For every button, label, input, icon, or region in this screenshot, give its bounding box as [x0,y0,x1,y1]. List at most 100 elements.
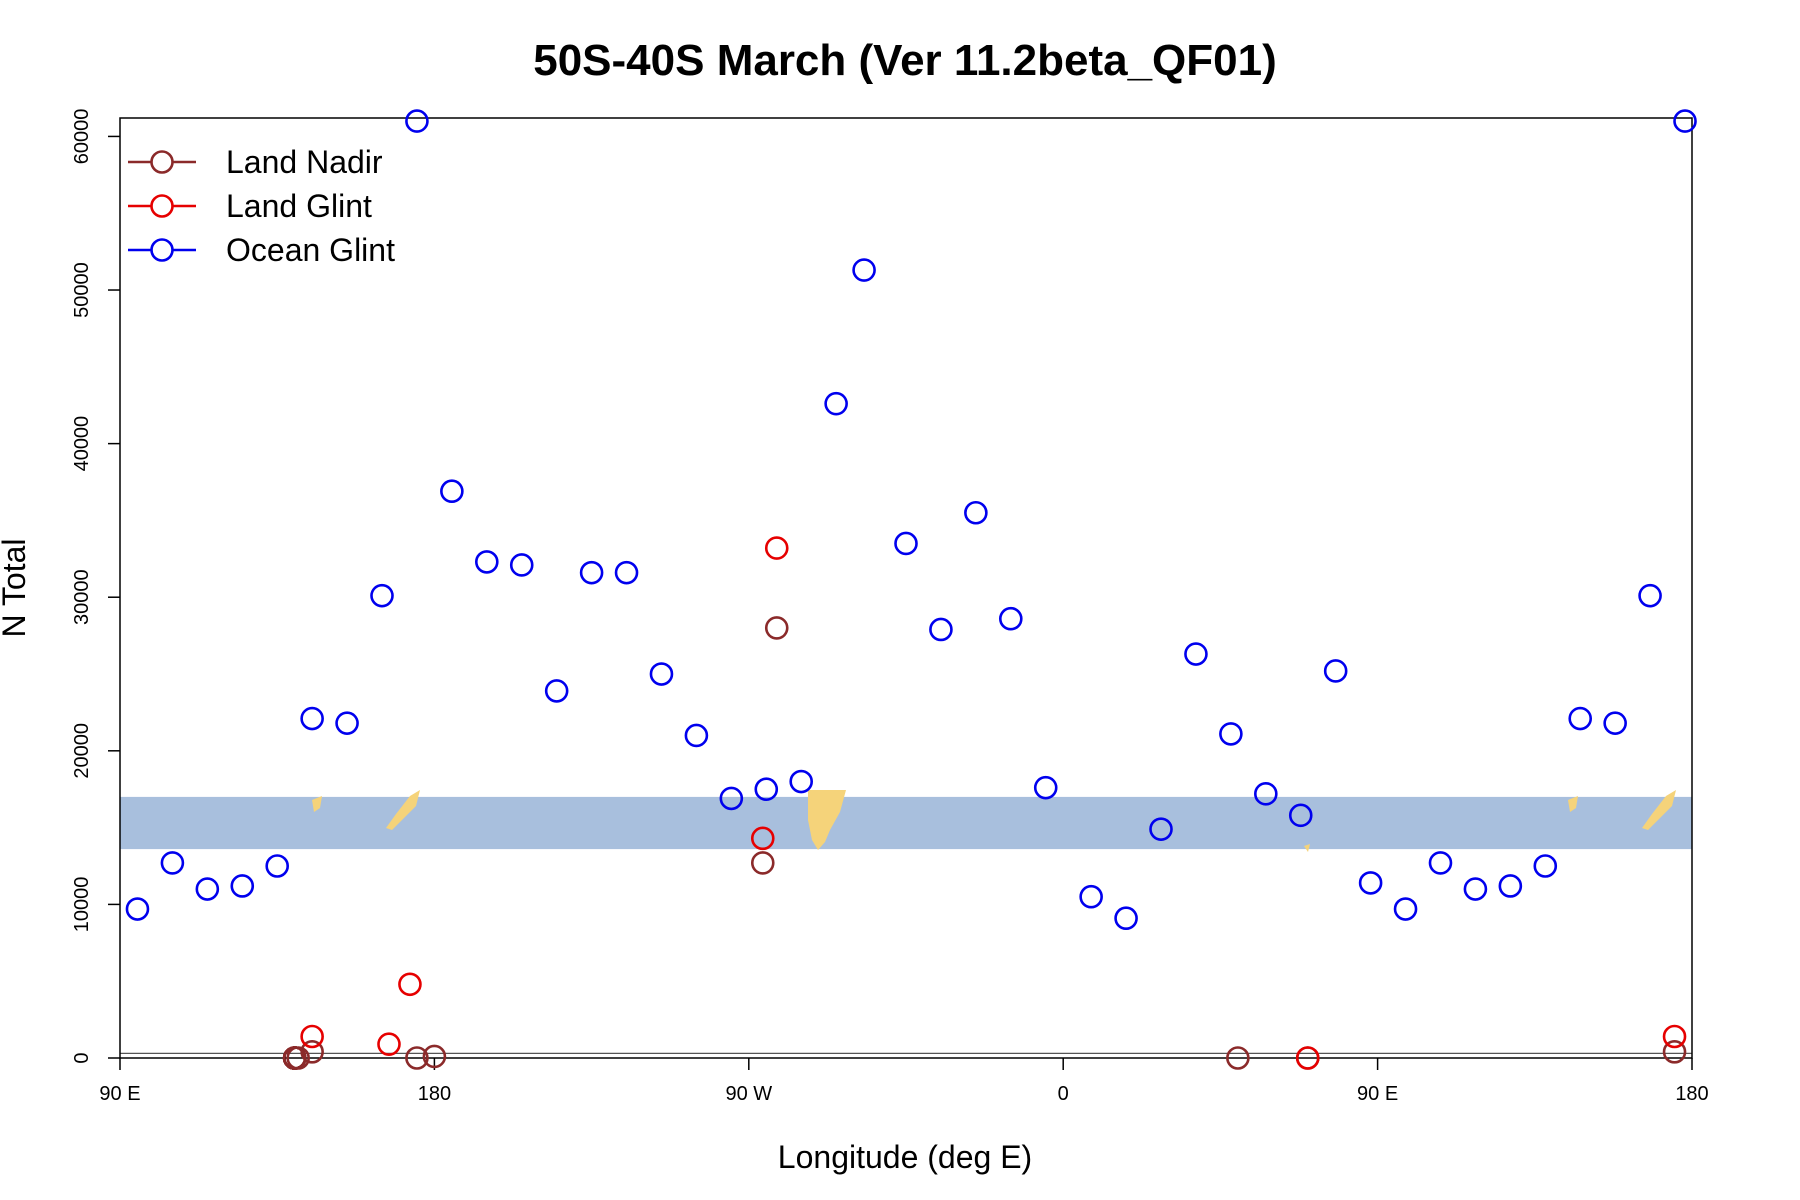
data-point [160,851,185,875]
data-point [474,550,499,574]
data-point [1288,803,1313,828]
data-point [754,777,779,802]
data-point [789,769,814,794]
data-point [649,662,674,686]
ocean-band [120,796,1692,850]
data-point [929,617,953,642]
data-point [1079,884,1103,909]
data-point [1323,659,1348,683]
data-point [1295,1046,1320,1070]
data-point [1498,874,1523,898]
legend-label: Land Glint [226,188,372,224]
x-tick-label: 0 [1058,1083,1069,1105]
legend-marker [150,150,174,174]
data-point [852,258,876,282]
data-point [405,109,429,133]
y-tick-label: 10000 [71,877,93,933]
data-point [1149,817,1173,841]
data-point [894,531,918,556]
x-axis-label: Longitude (deg E) [778,1139,1032,1175]
plot-frame [119,117,1693,1059]
land-nz-right-2 [1642,790,1676,830]
data-point [405,1046,429,1070]
data-point [579,560,604,585]
data-point [719,786,744,811]
series-land-glint [300,536,1687,1070]
data-point [824,391,848,416]
legend-item: Ocean Glint [128,232,395,268]
legend: Land Nadir Land Glint Ocean Glint [128,144,395,268]
legend-marker [150,238,174,262]
data-point [300,1024,324,1049]
x-tick-label: 90 E [99,1083,140,1105]
data-point [440,479,464,504]
data-point [1533,854,1558,878]
data-point [614,560,639,585]
data-point [1568,706,1593,731]
legend-label: Ocean Glint [226,232,395,268]
y-tick-label: 40000 [71,416,93,472]
data-point [300,706,324,731]
data-point [750,851,775,875]
data-point [684,723,709,748]
data-point [1393,897,1418,921]
y-axis: 0 10000 20000 30000 40000 50000 60000 [71,109,120,1064]
data-point [422,1044,447,1069]
y-tick-label: 20000 [71,723,93,779]
legend-item: Land Glint [128,188,372,224]
x-tick-label: 180 [1675,1083,1708,1105]
data-point [125,897,150,921]
y-tick-label: 30000 [71,569,93,625]
data-point [1254,782,1278,806]
data-point [998,606,1023,631]
legend-marker [150,194,174,218]
data-point [1184,642,1208,666]
data-point [1638,583,1662,608]
data-point [1463,877,1488,901]
x-tick-label: 180 [418,1083,451,1105]
data-points [125,109,1697,1070]
data-point [1662,1040,1687,1064]
data-point [1662,1024,1687,1049]
y-tick-label: 0 [71,1052,93,1063]
data-point [1226,1046,1250,1070]
land-africa-tip [1304,844,1310,852]
data-point [544,679,569,703]
data-point [282,1046,307,1070]
data-point [1603,711,1627,735]
data-point [764,536,789,560]
x-axis: 90 E 180 90 W 0 90 E 180 [99,1058,1709,1105]
x-tick-label: 90 E [1357,1083,1398,1105]
data-point [265,854,290,878]
land-nz-left-2 [386,790,420,830]
data-point [1673,109,1697,133]
data-point [1114,906,1138,931]
data-point [1033,775,1058,800]
data-point [764,616,789,640]
data-point [230,874,255,898]
y-tick-label: 50000 [71,262,93,318]
x-tick-label: 90 W [725,1083,772,1105]
land-south-america [808,790,846,850]
chart-title: 50S-40S March (Ver 11.2beta_QF01) [533,36,1277,85]
background-band [120,796,1692,850]
data-point [195,877,220,901]
legend-item: Land Nadir [128,144,383,180]
data-point [964,500,988,525]
data-point [750,826,775,851]
series-land-nadir [282,616,1687,1070]
y-axis-label: N Total [0,538,32,637]
data-point [1358,871,1383,895]
data-point [1219,722,1243,746]
series-ocean-glint [125,109,1697,931]
land-nz-left-1 [312,796,322,812]
data-point [1428,851,1453,875]
data-point [377,1032,401,1056]
legend-label: Land Nadir [226,144,383,180]
data-point [335,711,359,735]
land-nz-right-1 [1568,796,1578,812]
y-tick-label: 60000 [71,109,93,165]
data-point [509,553,534,577]
